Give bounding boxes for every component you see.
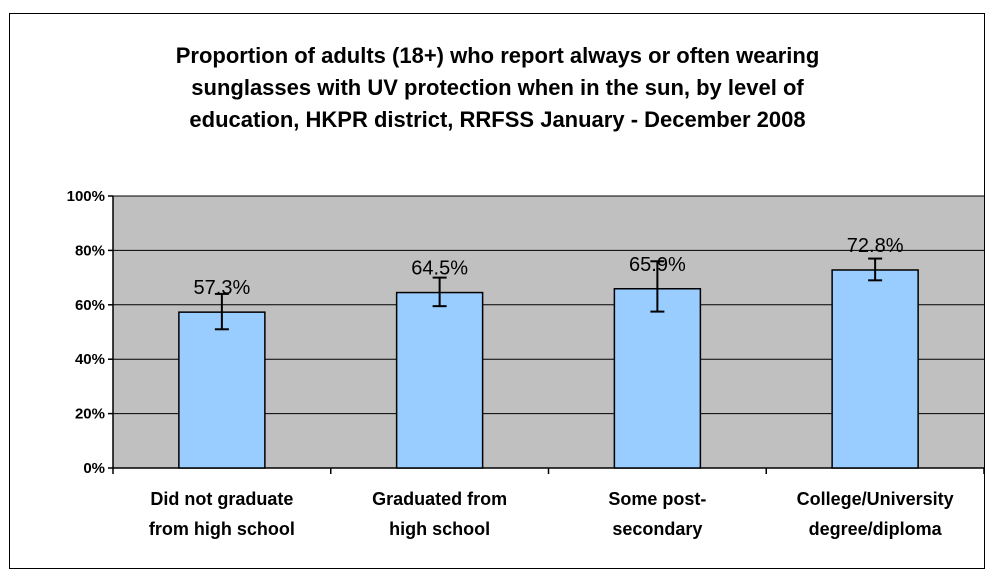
x-category-label: secondary — [612, 519, 702, 539]
bar — [178, 311, 266, 469]
y-tick-label: 20% — [75, 406, 105, 423]
chart-title: Proportion of adults (18+) who report al… — [0, 40, 995, 136]
data-label: 64.5% — [411, 258, 468, 280]
data-label: 65.9% — [629, 254, 686, 276]
y-tick-label: 0% — [83, 460, 105, 477]
data-label: 72.8% — [847, 235, 904, 257]
x-category-label: degree/diploma — [809, 519, 943, 539]
chart-title-line-3: education, HKPR district, RRFSS January … — [189, 107, 806, 132]
x-category-label: from high school — [149, 519, 295, 539]
y-tick-label: 100% — [67, 188, 105, 205]
bar — [831, 269, 919, 469]
chart-title-line-1: Proportion of adults (18+) who report al… — [175, 43, 820, 68]
x-category-label: high school — [389, 519, 490, 539]
x-category-label: College/University — [797, 489, 954, 509]
y-tick-label: 60% — [75, 297, 105, 314]
chart-title-line-2: sunglasses with UV protection when in th… — [191, 75, 804, 100]
bar — [395, 291, 484, 469]
y-tick-label: 40% — [75, 351, 105, 368]
bar — [613, 288, 702, 469]
y-tick-label: 80% — [75, 242, 105, 259]
x-category-label: Did not graduate — [150, 489, 293, 509]
x-category-label: Graduated from — [372, 489, 507, 509]
x-category-label: Some post- — [608, 489, 706, 509]
data-label: 57.3% — [194, 277, 251, 299]
